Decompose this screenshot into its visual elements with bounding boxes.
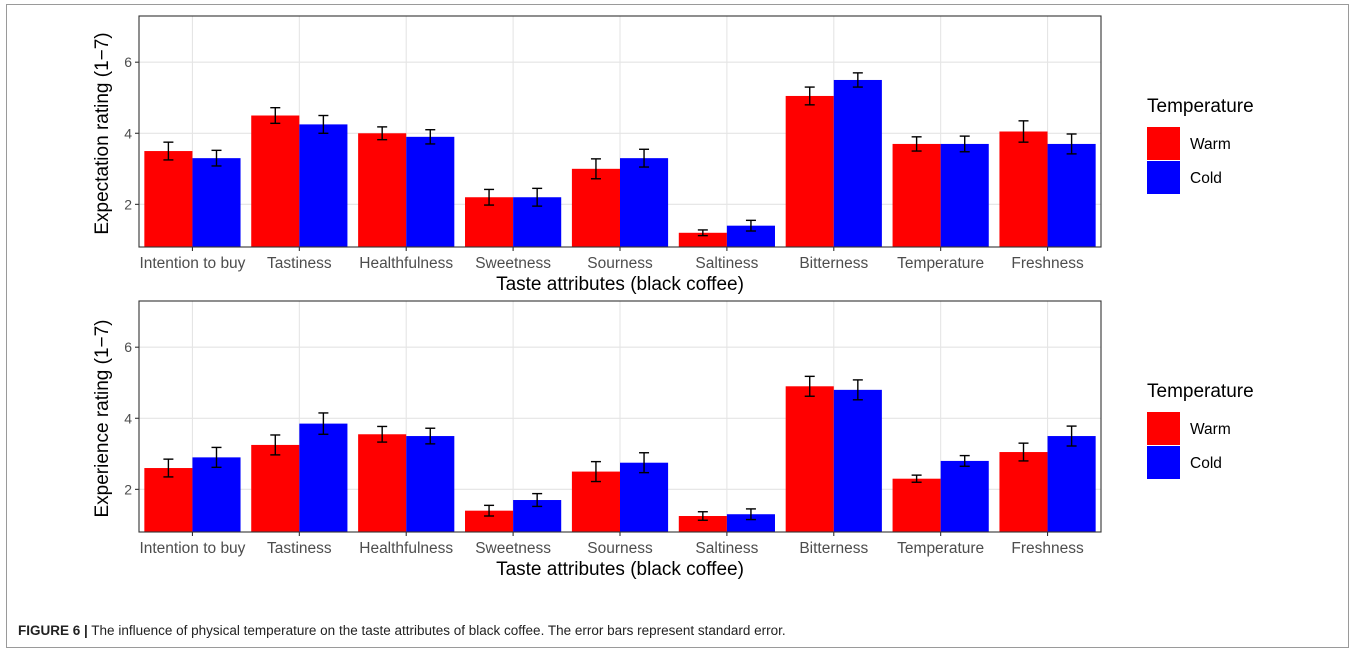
chart-2: 2 4 6 Intention to buy Tastiness Healthfulnes… [92,300,1254,580]
bar-cold [833,79,882,247]
caption-text: The influence of physical temperature on… [87,623,786,638]
x-tick-label: Intention to buy [139,540,245,557]
bar-warm [892,143,941,247]
figure-svg: 2 4 6 Intention to buy Tastiness Healthfulnes… [92,15,1254,580]
bar-warm [144,151,193,247]
bar-warm [144,468,193,532]
bar-warm [678,516,727,532]
bar-cold [1047,143,1096,247]
x-tick-label: Temperature [897,255,984,272]
x-tick-label: Tastiness [267,255,332,272]
x-tick-label: Freshness [1011,255,1084,272]
y-tick-label: 6 [124,54,132,70]
bar-cold [833,389,882,532]
caption-label: FIGURE 6 | [18,623,88,638]
legend-label: Warm [1190,421,1231,438]
legend-title: Temperature [1147,381,1254,402]
bar-cold [406,436,455,532]
legend-key-warm [1147,412,1180,445]
legend-label: Cold [1190,170,1222,187]
bar-warm [358,434,407,532]
bar-warm [358,133,407,247]
x-tick-label: Intention to buy [139,255,245,272]
x-axis-title: Taste attributes (black coffee) [496,559,744,580]
bar-cold [726,514,775,532]
figure-frame: 2 4 6 Intention to buy Tastiness Healthfulnes… [6,4,1349,648]
y-tick-label: 2 [124,196,132,212]
bar-warm [892,478,941,532]
bar-warm [999,131,1048,247]
bar-warm [678,232,727,247]
legend-key-cold [1147,161,1180,194]
x-tick-label: Saltiness [695,255,758,272]
x-tick-label: Healthfulness [359,540,453,557]
x-tick-label: Bitterness [799,540,868,557]
x-axis-title: Taste attributes (black coffee) [496,274,744,295]
y-axis-title: Experience rating (1−7) [92,319,113,517]
x-tick-label: Bitterness [799,255,868,272]
bar-warm [251,444,300,532]
chart-1: 2 4 6 Intention to buy Tastiness Healthfulnes… [92,15,1254,295]
x-tick-label: Freshness [1011,540,1084,557]
bar-cold [726,225,775,247]
bar-warm [785,386,834,532]
legend-key-cold [1147,446,1180,479]
x-tick-label: Tastiness [267,540,332,557]
bar-warm [465,510,514,532]
bar-cold [940,143,989,247]
figure-caption: FIGURE 6 | The influence of physical tem… [18,623,786,638]
x-tick-label: Sweetness [475,255,551,272]
x-tick-label: Sweetness [475,540,551,557]
bar-warm [251,115,300,247]
x-tick-label: Saltiness [695,540,758,557]
legend-label: Warm [1190,136,1231,153]
y-tick-label: 2 [124,481,132,497]
y-tick-label: 6 [124,339,132,355]
bar-cold [406,136,455,247]
bar-warm [785,95,834,247]
bar-cold [940,460,989,532]
bar-warm [999,452,1048,532]
legend-title: Temperature [1147,96,1254,117]
bar-cold [620,158,669,247]
y-tick-label: 4 [124,410,132,426]
legend-key-warm [1147,127,1180,160]
bar-cold [192,457,241,532]
bar-cold [299,124,348,247]
bar-cold [620,462,669,532]
x-tick-label: Sourness [587,540,653,557]
x-tick-label: Temperature [897,540,984,557]
y-tick-label: 4 [124,125,132,141]
legend-label: Cold [1190,455,1222,472]
x-tick-label: Sourness [587,255,653,272]
x-tick-label: Healthfulness [359,255,453,272]
y-axis-title: Expectation rating (1−7) [92,32,113,234]
bar-cold [1047,436,1096,532]
bar-cold [192,158,241,247]
bar-warm [571,168,620,247]
bar-cold [299,423,348,532]
